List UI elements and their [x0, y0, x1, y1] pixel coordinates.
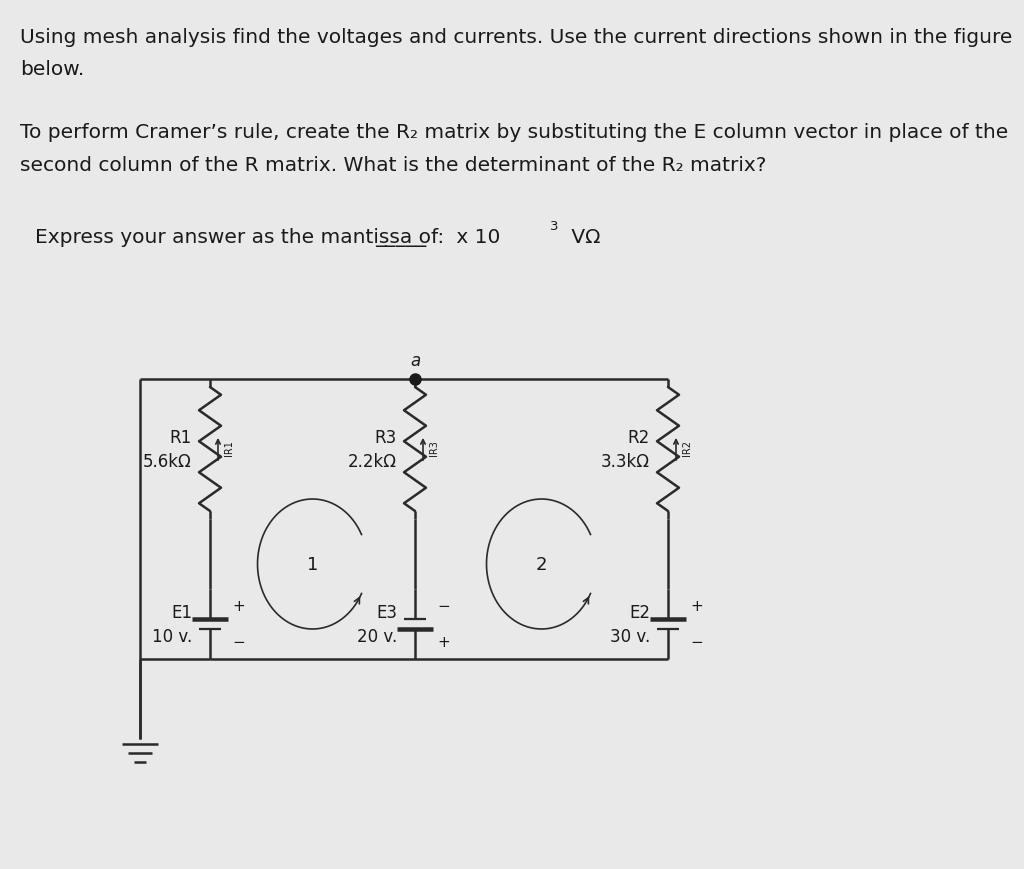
Text: −: − — [437, 599, 450, 614]
Text: R3
2.2kΩ: R3 2.2kΩ — [348, 428, 397, 470]
Text: second column of the R matrix. What is the determinant of the R₂ matrix?: second column of the R matrix. What is t… — [20, 156, 766, 175]
Text: 3: 3 — [550, 220, 558, 233]
Text: 1: 1 — [307, 555, 318, 574]
Text: E3
20 v.: E3 20 v. — [356, 603, 397, 645]
Text: 2: 2 — [536, 555, 547, 574]
Text: To perform Cramer’s rule, create the R₂ matrix by substituting the E column vect: To perform Cramer’s rule, create the R₂ … — [20, 123, 1009, 142]
Text: IR1: IR1 — [224, 440, 234, 455]
Text: Using mesh analysis find the voltages and currents. Use the current directions s: Using mesh analysis find the voltages an… — [20, 28, 1013, 47]
Text: IR3: IR3 — [429, 440, 439, 455]
Text: Express your answer as the mantissa of:: Express your answer as the mantissa of: — [35, 228, 444, 247]
Text: −: − — [232, 634, 245, 650]
Text: R2
3.3kΩ: R2 3.3kΩ — [601, 428, 650, 470]
Text: IR2: IR2 — [682, 440, 692, 455]
Text: VΩ: VΩ — [565, 228, 600, 247]
Text: −: − — [690, 634, 702, 650]
Text: below.: below. — [20, 60, 84, 79]
Text: E1
10 v.: E1 10 v. — [152, 603, 193, 645]
Text: R1
5.6kΩ: R1 5.6kΩ — [143, 428, 193, 470]
Text: x 10: x 10 — [450, 228, 501, 247]
Text: E2
30 v.: E2 30 v. — [609, 603, 650, 645]
Text: +: + — [690, 599, 702, 614]
Text: +: + — [437, 634, 450, 650]
Text: a: a — [410, 352, 420, 369]
Text: +: + — [232, 599, 245, 614]
Text: _____: _____ — [375, 228, 426, 247]
